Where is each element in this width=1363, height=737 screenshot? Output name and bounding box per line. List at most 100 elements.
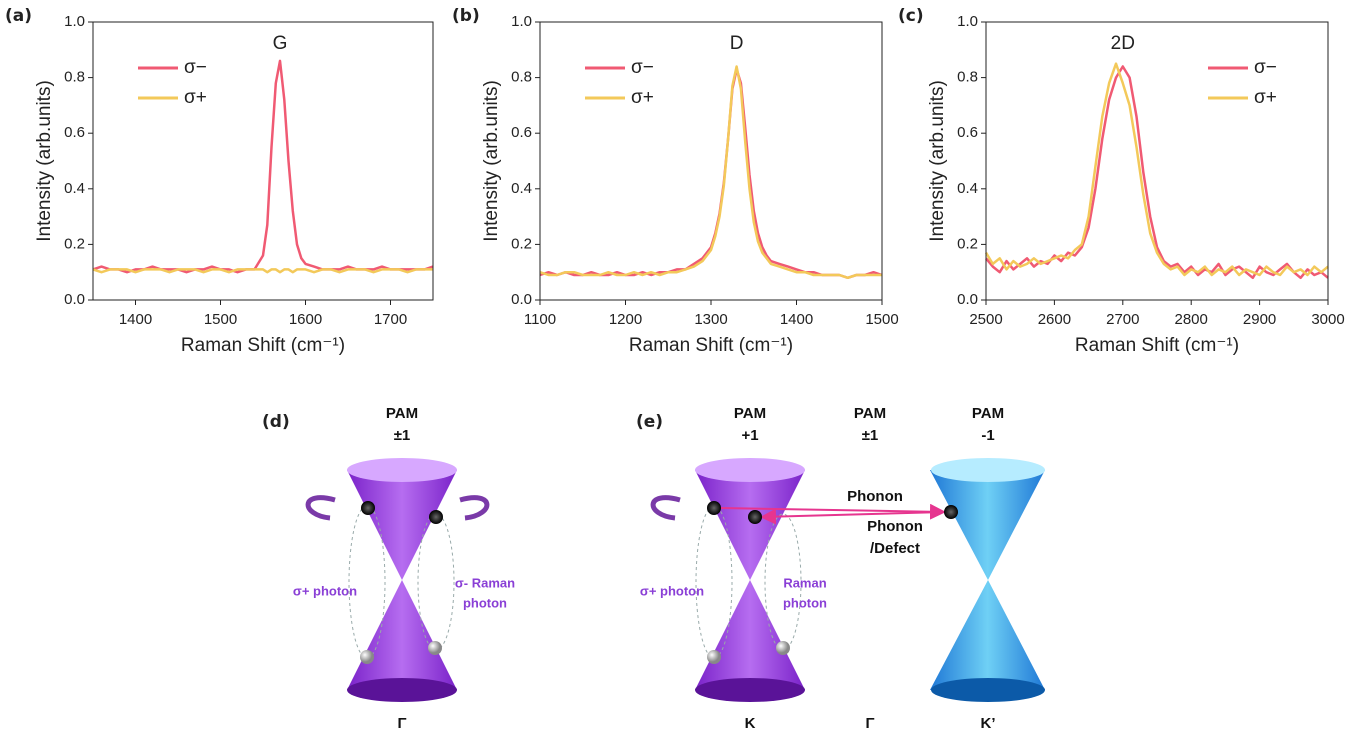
upper-cone xyxy=(347,470,457,580)
electron xyxy=(944,505,958,519)
photon-label: photon xyxy=(463,595,507,610)
phonon-label: Phonon xyxy=(867,518,923,535)
electron xyxy=(429,510,443,524)
pam-label: PAM xyxy=(854,405,886,422)
photon-label: σ+ photon xyxy=(640,583,704,598)
x-tick-label: 1500 xyxy=(865,311,898,328)
y-tick-label: 0.2 xyxy=(511,235,532,252)
series-line xyxy=(984,62,1329,277)
y-tick-label: 0.0 xyxy=(511,291,532,308)
peak-label: 2D xyxy=(1111,33,1135,54)
cone-bottom xyxy=(931,678,1045,702)
y-tick-label: 0.6 xyxy=(957,124,978,141)
x-tick-label: 1500 xyxy=(204,311,237,328)
legend-label: σ+ xyxy=(631,87,654,108)
x-axis-label: Raman Shift (cm⁻¹) xyxy=(1075,335,1239,356)
y-tick-label: 0.0 xyxy=(957,291,978,308)
plot-frame xyxy=(985,21,1329,301)
panel-label: (e) xyxy=(636,412,663,432)
circular-arrow xyxy=(650,495,681,521)
legend-label: σ+ xyxy=(1254,87,1277,108)
y-axis-label: Intensity (arb.units) xyxy=(481,80,502,242)
panel-label: (d) xyxy=(262,412,290,432)
x-tick-label: 2500 xyxy=(969,311,1002,328)
y-tick-label: 0.0 xyxy=(64,291,85,308)
x-tick-label: 1400 xyxy=(780,311,813,328)
chart: (b) 0.0 0.2 0.4 0.6 0.8 1.0 1100 1200 1300 1400 150… xyxy=(452,6,899,356)
photon-label: σ- Raman xyxy=(455,575,515,590)
y-tick-label: 0.6 xyxy=(511,124,532,141)
y-tick-label: 0.4 xyxy=(957,180,978,197)
y-axis-label: Intensity (arb.units) xyxy=(927,80,948,242)
x-tick-label: 1700 xyxy=(374,311,407,328)
electron xyxy=(707,501,721,515)
x-tick-label: 1400 xyxy=(119,311,152,328)
pam-label: PAM xyxy=(972,405,1004,422)
lower-cone xyxy=(695,580,805,690)
hole xyxy=(707,650,721,664)
panel-label: (a) xyxy=(5,6,32,26)
peak-label: G xyxy=(273,33,288,54)
point-label: K’ xyxy=(981,715,996,732)
y-tick-label: 1.0 xyxy=(64,13,85,30)
phonon-label: /Defect xyxy=(870,540,920,557)
x-tick-label: 1600 xyxy=(289,311,322,328)
electron xyxy=(361,501,375,515)
x-tick-label: 3000 xyxy=(1311,311,1344,328)
legend-label: σ+ xyxy=(184,87,207,108)
circular-arrow xyxy=(305,495,336,521)
point-label: Γ xyxy=(397,715,406,732)
series-line xyxy=(92,59,434,274)
x-tick-label: 2600 xyxy=(1038,311,1071,328)
x-tick-label: 2700 xyxy=(1106,311,1139,328)
photon-label: σ+ photon xyxy=(293,583,357,598)
x-tick-label: 1100 xyxy=(524,311,556,328)
phonon-label: Phonon xyxy=(847,488,903,505)
hole xyxy=(776,641,790,655)
pam-value: -1 xyxy=(981,427,994,444)
cone-top xyxy=(347,458,457,482)
hole xyxy=(428,641,442,655)
hole xyxy=(360,650,374,664)
cone-top xyxy=(695,458,805,482)
chart: (c) 0.0 0.2 0.4 0.6 0.8 1.0 2500 2600 2700 2800 290… xyxy=(898,6,1345,356)
x-tick-label: 2900 xyxy=(1243,311,1276,328)
photon-label: Raman xyxy=(783,575,826,590)
legend-label: σ− xyxy=(1254,57,1277,78)
phonon-arrow xyxy=(720,503,946,520)
y-tick-label: 0.4 xyxy=(64,180,85,197)
legend-label: σ− xyxy=(184,57,207,78)
x-axis-label: Raman Shift (cm⁻¹) xyxy=(629,335,793,356)
legend-label: σ− xyxy=(631,57,654,78)
x-tick-label: 2800 xyxy=(1175,311,1208,328)
y-tick-label: 0.6 xyxy=(64,124,85,141)
photon-label: photon xyxy=(783,595,827,610)
pam-value: +1 xyxy=(741,427,758,444)
electron xyxy=(748,510,762,524)
pam-label: PAM xyxy=(734,405,766,422)
y-tick-label: 1.0 xyxy=(957,13,978,30)
upper-cone xyxy=(695,470,805,580)
plot-frame xyxy=(92,21,434,301)
pam-label: PAM xyxy=(386,405,418,422)
series-line xyxy=(539,65,882,280)
y-tick-label: 1.0 xyxy=(511,13,532,30)
series-line xyxy=(92,268,433,274)
pam-value: ±1 xyxy=(862,427,879,444)
point-label: Γ xyxy=(865,715,874,732)
x-tick-label: 1200 xyxy=(609,311,642,328)
y-tick-label: 0.2 xyxy=(64,235,85,252)
x-tick-label: 1300 xyxy=(694,311,727,328)
cone-top xyxy=(931,458,1045,482)
peak-label: D xyxy=(730,33,744,54)
lower-cone xyxy=(347,580,457,690)
pam-value: ±1 xyxy=(394,427,411,444)
panel-label: (b) xyxy=(452,6,480,26)
point-label: K xyxy=(745,715,756,732)
diagram-e: (e) PAM +1 PAM ±1 PAM -1 Phonon Phonon /… xyxy=(636,405,1045,732)
cone-bottom xyxy=(347,678,457,702)
transition-path xyxy=(417,513,455,651)
upper-cone xyxy=(930,470,1045,580)
chart: (a) 0.0 0.2 0.4 0.6 0.8 1.0 1400 1500 1600 1700 Ram… xyxy=(5,6,434,356)
